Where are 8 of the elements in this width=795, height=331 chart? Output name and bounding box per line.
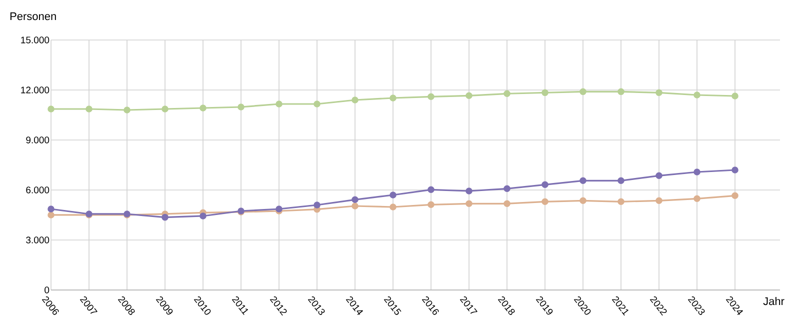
y-tick-label: 0 xyxy=(44,286,50,294)
y-tick-label: 9.000 xyxy=(26,136,50,144)
x-axis-title: Jahr xyxy=(763,297,784,306)
y-tick-label: 3.000 xyxy=(26,236,50,244)
y-tick-label: 15.000 xyxy=(21,36,50,44)
y-axis-title: Personen xyxy=(10,12,56,20)
y-tick-label: 12.000 xyxy=(21,86,50,94)
y-tick-label: 6.000 xyxy=(26,186,50,194)
